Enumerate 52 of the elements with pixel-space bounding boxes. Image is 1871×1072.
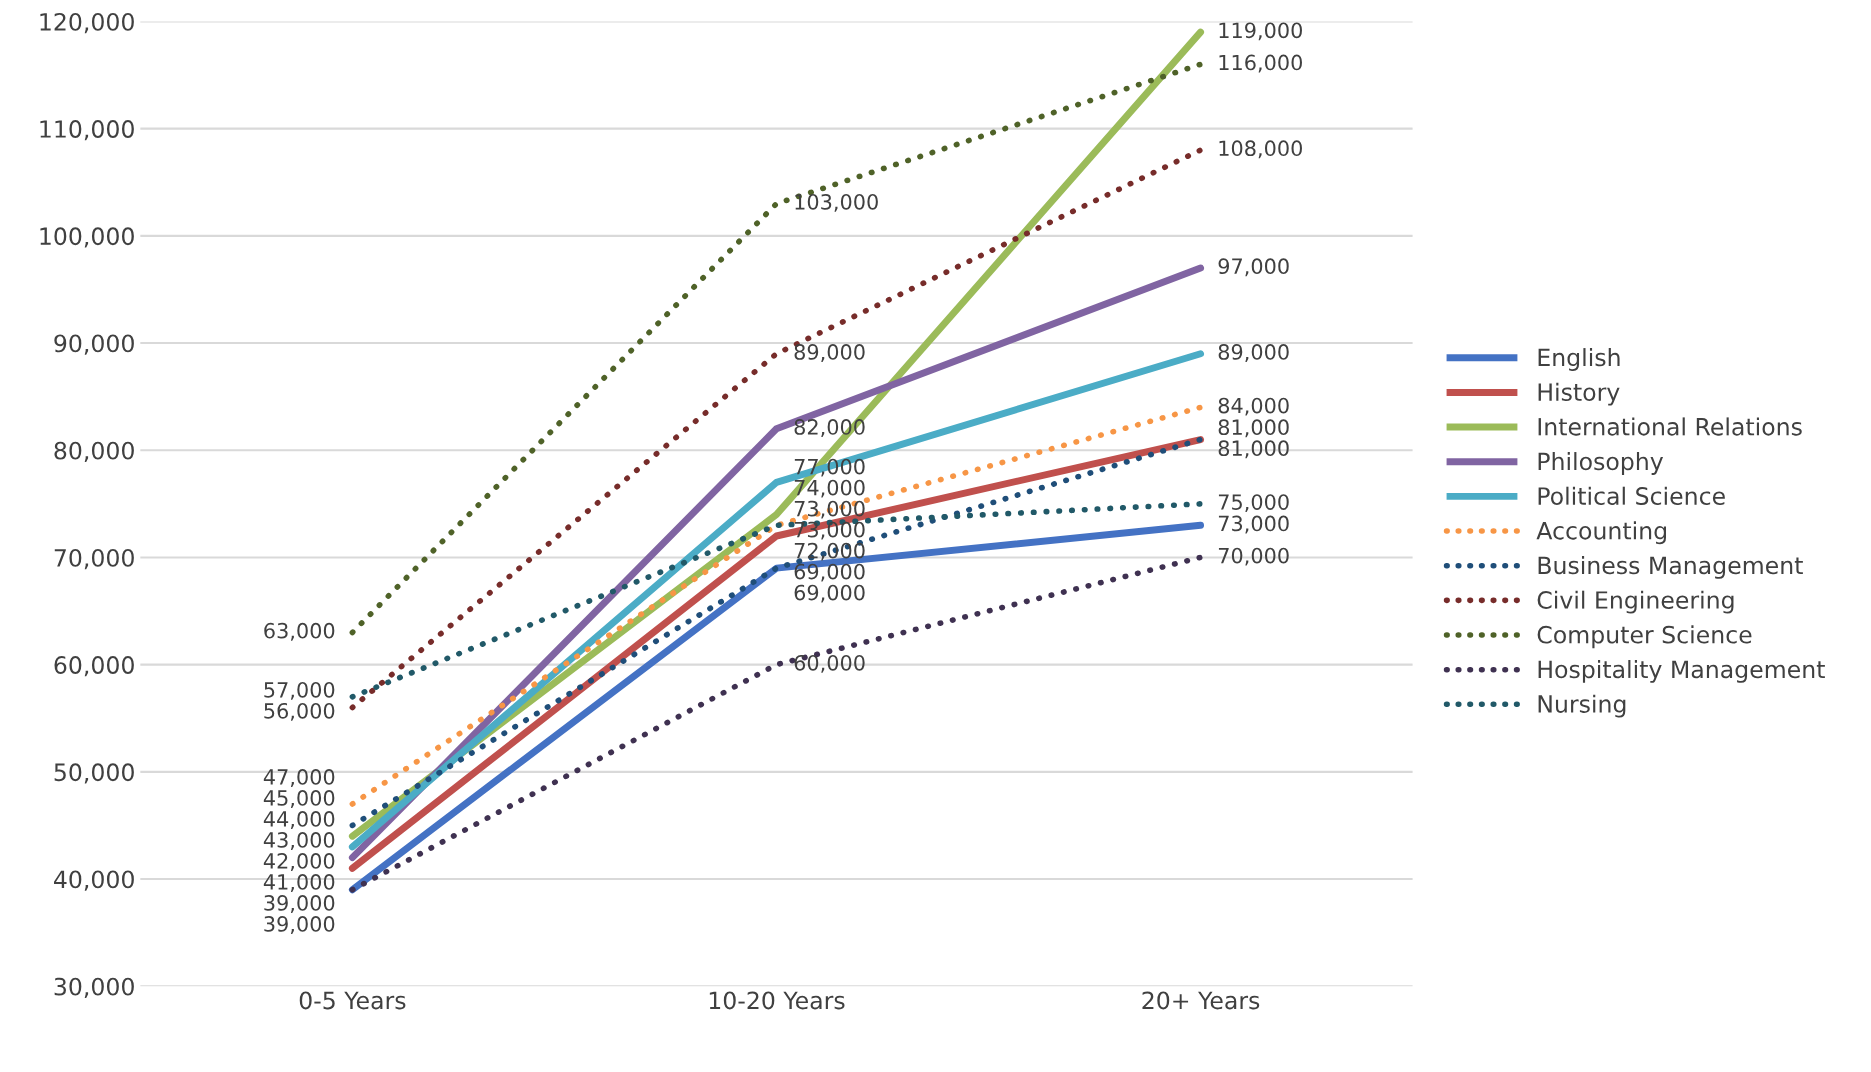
data-label: 119,000 [1219, 22, 1302, 41]
data-label: 60,000 [794, 654, 865, 673]
data-label: 70,000 [1218, 547, 1289, 566]
data-label: 81,000 [1218, 419, 1289, 438]
data-label: 39,000 [264, 895, 335, 913]
y-tick-label: 110,000 [40, 120, 134, 141]
data-label: 63,000 [264, 622, 335, 641]
data-label: 41,000 [263, 874, 335, 892]
data-label: 47,000 [263, 769, 335, 787]
y-tick-label: 80,000 [54, 441, 134, 462]
data-label: 97,000 [1218, 258, 1289, 277]
data-label: 73,000 [1218, 515, 1289, 534]
legend-label: International Relations [1538, 417, 1802, 436]
data-label: 73,000 [794, 521, 865, 540]
data-label: 44,000 [263, 811, 335, 829]
data-label: 56,000 [264, 702, 335, 721]
data-label: 75,000 [1218, 494, 1289, 513]
data-label: 69,000 [794, 584, 865, 603]
y-tick-label: 50,000 [54, 763, 134, 784]
data-label: 57,000 [264, 681, 335, 700]
data-label: 42,000 [263, 853, 335, 871]
y-tick-label: 90,000 [54, 334, 134, 355]
legend-label: Political Science [1538, 486, 1725, 505]
data-label: 116,000 [1219, 54, 1302, 73]
x-tick-label: 20+ Years [1142, 991, 1260, 1010]
y-tick-label: 70,000 [54, 548, 134, 570]
y-tick-label: 40,000 [54, 870, 134, 891]
y-tick-label: 120,000 [40, 12, 134, 34]
data-label: 84,000 [1218, 397, 1289, 416]
y-tick-label: 60,000 [54, 656, 134, 677]
legend-label: Business Management [1538, 556, 1803, 579]
legend-label: Civil Engineering [1537, 590, 1734, 614]
data-label: 103,000 [795, 193, 878, 212]
y-tick-label: 100,000 [40, 227, 134, 248]
data-label: 81,000 [1218, 440, 1289, 459]
y-tick-label: 30,000 [54, 977, 134, 998]
data-label: 89,000 [794, 344, 865, 362]
x-tick-label: 0-5 Years [299, 991, 406, 1010]
legend-label: English [1538, 348, 1620, 371]
data-label: 39,000 [264, 916, 335, 934]
x-tick-label: 10-20 Years [709, 991, 845, 1010]
legend-label: Accounting [1536, 521, 1666, 545]
data-label: 69,000 [794, 563, 865, 582]
data-label: 45,000 [263, 790, 335, 808]
data-label: 108,000 [1219, 140, 1302, 159]
legend-label: Nursing [1538, 694, 1626, 718]
legend-label: History [1538, 382, 1620, 406]
data-label: 89,000 [1218, 344, 1289, 362]
legend-label: Hospitality Management [1538, 659, 1825, 683]
legend-label: Computer Science [1537, 625, 1752, 649]
legend-label: Philosophy [1538, 452, 1664, 475]
data-label: 43,000 [263, 832, 335, 850]
